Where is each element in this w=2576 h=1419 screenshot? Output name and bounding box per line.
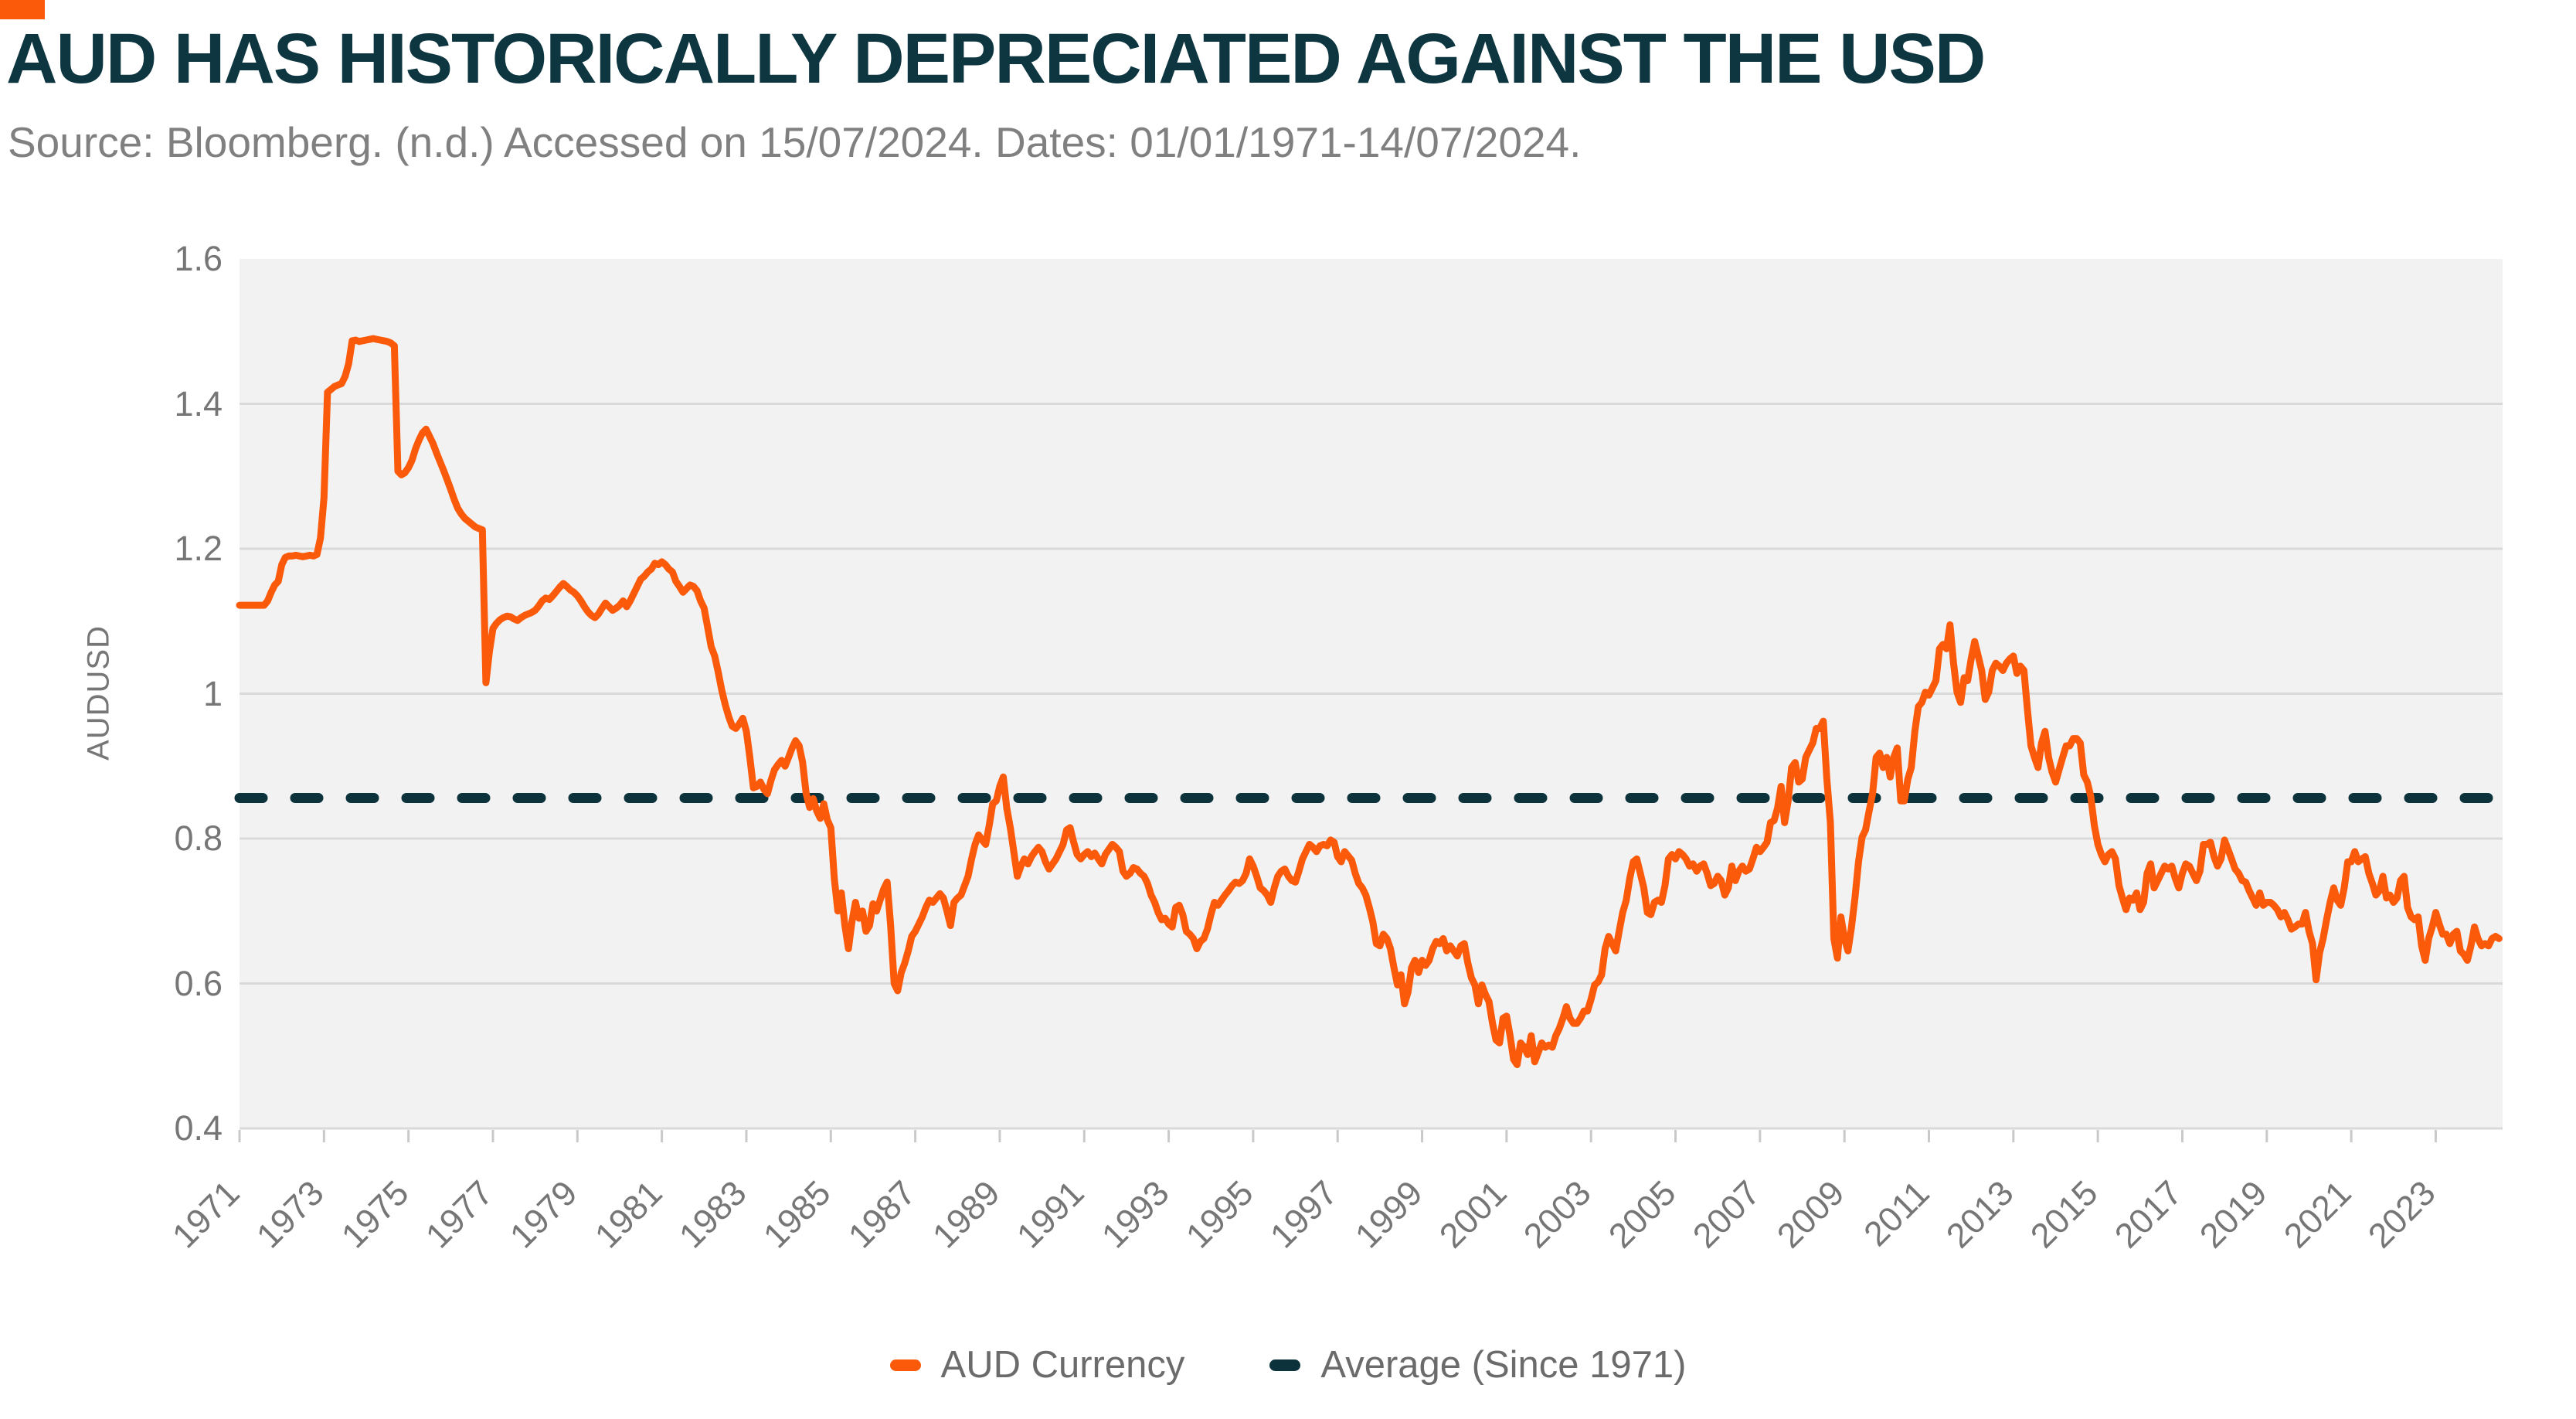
aud-currency-swatch-icon	[889, 1359, 921, 1371]
legend-item-aud-currency: AUD Currency	[889, 1343, 1185, 1387]
y-tick-label: 0.4	[174, 1108, 223, 1148]
average-swatch-icon	[1269, 1359, 1301, 1371]
aud-currency-line	[236, 335, 2503, 1068]
y-tick-label: 1.4	[174, 383, 223, 424]
legend-item-average: Average (Since 1971)	[1269, 1343, 1686, 1387]
page-title: AUD HAS HISTORICALLY DEPRECIATED AGAINST…	[6, 19, 1986, 98]
y-tick-label: 1.6	[174, 239, 223, 278]
y-tick-label: 1	[202, 673, 223, 713]
y-tick-label: 0.6	[174, 963, 223, 1003]
source-note: Source: Bloomberg. (n.d.) Accessed on 15…	[8, 118, 1582, 166]
y-tick-label: 0.8	[174, 818, 223, 858]
legend-label-aud-currency: AUD Currency	[940, 1344, 1185, 1386]
legend: AUD Currency Average (Since 1971)	[0, 1343, 2576, 1387]
y-tick-label: 1.2	[174, 529, 223, 568]
brand-accent-bar	[0, 0, 45, 19]
legend-label-average: Average (Since 1971)	[1320, 1344, 1687, 1386]
